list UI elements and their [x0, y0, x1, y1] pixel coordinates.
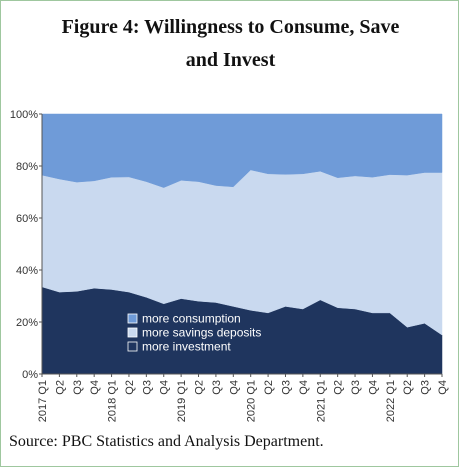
x-tick-label: Q2 — [54, 380, 66, 395]
x-tick-label: Q3 — [420, 380, 432, 395]
legend-label: more consumption — [142, 312, 241, 326]
y-tick-label: 100% — [10, 109, 38, 121]
x-tick-label: Q3 — [211, 380, 223, 395]
x-tick-label: Q2 — [263, 380, 275, 395]
y-tick-label: 60% — [16, 213, 38, 225]
legend-swatch — [127, 327, 138, 338]
x-tick-label: 2017 Q1 — [37, 380, 49, 422]
x-tick-label: 2021 Q1 — [315, 380, 327, 422]
x-tick-label: Q4 — [89, 380, 101, 395]
x-tick-label: 2018 Q1 — [107, 380, 119, 422]
x-tick-label: Q3 — [350, 380, 362, 395]
legend-swatch — [127, 341, 138, 352]
x-tick-label: Q3 — [280, 380, 292, 395]
x-tick-label: Q4 — [298, 380, 310, 395]
y-tick-label: 0% — [22, 369, 38, 381]
x-tick-label: 2022 Q1 — [385, 380, 397, 422]
chart-title: Figure 4: Willingness to Consume, Save a… — [61, 16, 400, 71]
x-tick-label: Q3 — [141, 380, 153, 395]
legend-label: more savings deposits — [142, 326, 261, 340]
x-tick-label: Q2 — [194, 380, 206, 395]
x-tick-label: 2019 Q1 — [176, 380, 188, 422]
x-tick-label: Q2 — [333, 380, 345, 395]
legend-label: more investment — [142, 340, 231, 354]
x-tick-label: Q4 — [437, 380, 449, 395]
x-tick-label: Q2 — [402, 380, 414, 395]
x-tick-label: Q4 — [367, 380, 379, 395]
y-tick-label: 80% — [16, 161, 38, 173]
x-tick-label: Q4 — [228, 380, 240, 395]
y-tick-label: 40% — [16, 265, 38, 277]
legend-swatch — [127, 313, 138, 324]
x-tick-label: Q3 — [72, 380, 84, 395]
y-tick-label: 20% — [16, 317, 38, 329]
x-tick-label: Q2 — [124, 380, 136, 395]
source-note: Source: PBC Statistics and Analysis Depa… — [9, 433, 324, 450]
area-more-consumption — [41, 113, 443, 188]
x-tick-label: Q4 — [159, 380, 171, 395]
x-tick-label: 2020 Q1 — [246, 380, 258, 422]
